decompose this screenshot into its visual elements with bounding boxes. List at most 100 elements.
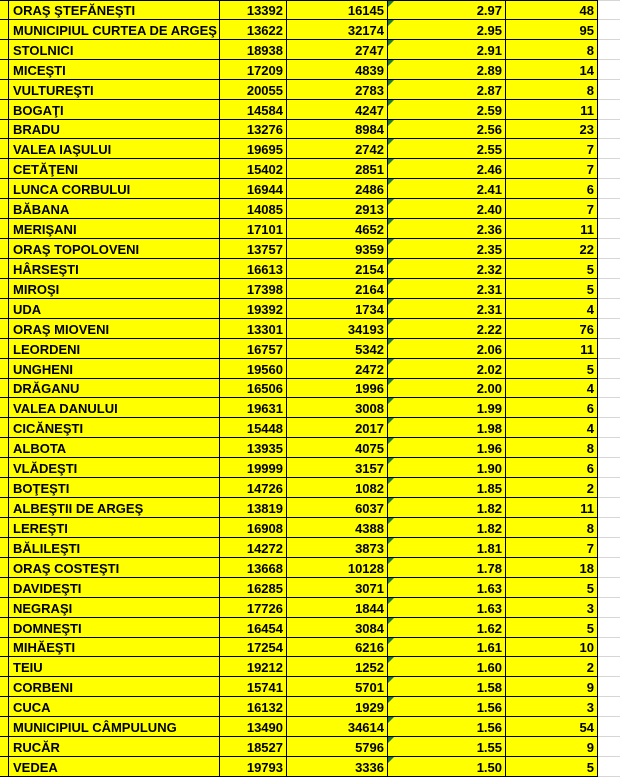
cell-count[interactable]: 10 xyxy=(506,637,598,658)
cell-empty[interactable] xyxy=(598,139,620,160)
cell-value-1[interactable]: 16613 xyxy=(220,258,287,279)
cell-ratio[interactable]: 1.56 xyxy=(388,697,506,718)
cell-value-1[interactable]: 14584 xyxy=(220,99,287,120)
cell-empty[interactable] xyxy=(598,239,620,259)
cell-value-1[interactable]: 14726 xyxy=(220,478,287,499)
cell-margin[interactable] xyxy=(0,478,9,499)
cell-count[interactable]: 7 xyxy=(506,159,598,180)
cell-ratio[interactable]: 1.62 xyxy=(388,617,506,638)
cell-locality-name[interactable]: ALBEŞTII DE ARGEŞ xyxy=(9,498,220,518)
cell-count[interactable]: 3 xyxy=(506,697,598,718)
cell-empty[interactable] xyxy=(598,517,620,538)
cell-value-1[interactable]: 19392 xyxy=(220,298,287,319)
cell-empty[interactable] xyxy=(598,199,620,220)
cell-empty[interactable] xyxy=(598,438,620,459)
cell-value-1[interactable]: 15741 xyxy=(220,677,287,698)
cell-locality-name[interactable]: BĂLILEŞTI xyxy=(9,537,220,558)
cell-value-1[interactable]: 20055 xyxy=(220,79,287,100)
cell-count[interactable]: 6 xyxy=(506,458,598,479)
cell-ratio[interactable]: 2.41 xyxy=(388,179,506,200)
cell-empty[interactable] xyxy=(598,179,620,200)
cell-margin[interactable] xyxy=(0,219,9,240)
cell-locality-name[interactable]: DAVIDEŞTI xyxy=(9,577,220,598)
cell-value-2[interactable]: 4652 xyxy=(287,219,388,240)
cell-value-2[interactable]: 4247 xyxy=(287,99,388,120)
cell-value-2[interactable]: 8984 xyxy=(287,119,388,140)
cell-margin[interactable] xyxy=(0,258,9,279)
cell-value-1[interactable]: 13935 xyxy=(220,438,287,459)
cell-empty[interactable] xyxy=(598,278,620,299)
cell-margin[interactable] xyxy=(0,557,9,578)
cell-locality-name[interactable]: MIROŞI xyxy=(9,278,220,299)
cell-count[interactable]: 23 xyxy=(506,119,598,140)
cell-locality-name[interactable]: STOLNICI xyxy=(9,39,220,60)
cell-locality-name[interactable]: RUCĂR xyxy=(9,737,220,758)
cell-margin[interactable] xyxy=(0,677,9,698)
cell-margin[interactable] xyxy=(0,458,9,479)
cell-ratio[interactable]: 2.46 xyxy=(388,159,506,180)
cell-locality-name[interactable]: MICEŞTI xyxy=(9,59,220,80)
cell-ratio[interactable]: 1.63 xyxy=(388,597,506,618)
cell-locality-name[interactable]: MERIŞANI xyxy=(9,219,220,240)
cell-empty[interactable] xyxy=(598,498,620,518)
cell-locality-name[interactable]: UDA xyxy=(9,298,220,319)
cell-ratio[interactable]: 2.06 xyxy=(388,338,506,359)
cell-count[interactable]: 9 xyxy=(506,737,598,758)
cell-margin[interactable] xyxy=(0,119,9,140)
cell-count[interactable]: 18 xyxy=(506,557,598,578)
cell-locality-name[interactable]: CICĂNEŞTI xyxy=(9,418,220,439)
cell-ratio[interactable]: 2.36 xyxy=(388,219,506,240)
cell-ratio[interactable]: 1.85 xyxy=(388,478,506,499)
cell-value-1[interactable]: 19560 xyxy=(220,358,287,379)
cell-locality-name[interactable]: MUNICIPIUL CÂMPULUNG xyxy=(9,717,220,738)
cell-empty[interactable] xyxy=(598,338,620,359)
cell-locality-name[interactable]: VEDEA xyxy=(9,757,220,777)
cell-value-1[interactable]: 18527 xyxy=(220,737,287,758)
cell-margin[interactable] xyxy=(0,278,9,299)
cell-ratio[interactable]: 2.02 xyxy=(388,358,506,379)
cell-value-2[interactable]: 2164 xyxy=(287,278,388,299)
cell-margin[interactable] xyxy=(0,298,9,319)
cell-locality-name[interactable]: CUCA xyxy=(9,697,220,718)
cell-margin[interactable] xyxy=(0,338,9,359)
cell-value-2[interactable]: 1929 xyxy=(287,697,388,718)
cell-ratio[interactable]: 1.50 xyxy=(388,757,506,777)
cell-locality-name[interactable]: LUNCA CORBULUI xyxy=(9,179,220,200)
cell-count[interactable]: 6 xyxy=(506,179,598,200)
cell-ratio[interactable]: 2.32 xyxy=(388,258,506,279)
cell-count[interactable]: 48 xyxy=(506,0,598,20)
cell-value-1[interactable]: 16757 xyxy=(220,338,287,359)
cell-count[interactable]: 7 xyxy=(506,537,598,558)
cell-locality-name[interactable]: ORAŞ ŞTEFĂNEŞTI xyxy=(9,0,220,20)
cell-ratio[interactable]: 1.99 xyxy=(388,398,506,419)
cell-value-2[interactable]: 6216 xyxy=(287,637,388,658)
cell-value-1[interactable]: 19999 xyxy=(220,458,287,479)
cell-ratio[interactable]: 1.82 xyxy=(388,498,506,518)
cell-empty[interactable] xyxy=(598,418,620,439)
cell-margin[interactable] xyxy=(0,737,9,758)
cell-value-2[interactable]: 2851 xyxy=(287,159,388,180)
cell-empty[interactable] xyxy=(598,697,620,718)
cell-empty[interactable] xyxy=(598,59,620,80)
cell-count[interactable]: 5 xyxy=(506,757,598,777)
cell-margin[interactable] xyxy=(0,717,9,738)
cell-value-2[interactable]: 2742 xyxy=(287,139,388,160)
cell-ratio[interactable]: 2.40 xyxy=(388,199,506,220)
cell-count[interactable]: 14 xyxy=(506,59,598,80)
cell-count[interactable]: 4 xyxy=(506,378,598,399)
cell-count[interactable]: 3 xyxy=(506,597,598,618)
cell-locality-name[interactable]: VALEA IAŞULUI xyxy=(9,139,220,160)
cell-ratio[interactable]: 2.87 xyxy=(388,79,506,100)
cell-margin[interactable] xyxy=(0,498,9,518)
cell-empty[interactable] xyxy=(598,737,620,758)
cell-locality-name[interactable]: CORBENI xyxy=(9,677,220,698)
cell-ratio[interactable]: 2.91 xyxy=(388,39,506,60)
cell-margin[interactable] xyxy=(0,378,9,399)
cell-value-2[interactable]: 3873 xyxy=(287,537,388,558)
cell-value-2[interactable]: 10128 xyxy=(287,557,388,578)
cell-locality-name[interactable]: DRĂGANU xyxy=(9,378,220,399)
cell-empty[interactable] xyxy=(598,597,620,618)
cell-locality-name[interactable]: BOŢEŞTI xyxy=(9,478,220,499)
cell-empty[interactable] xyxy=(598,458,620,479)
cell-value-1[interactable]: 19212 xyxy=(220,657,287,678)
